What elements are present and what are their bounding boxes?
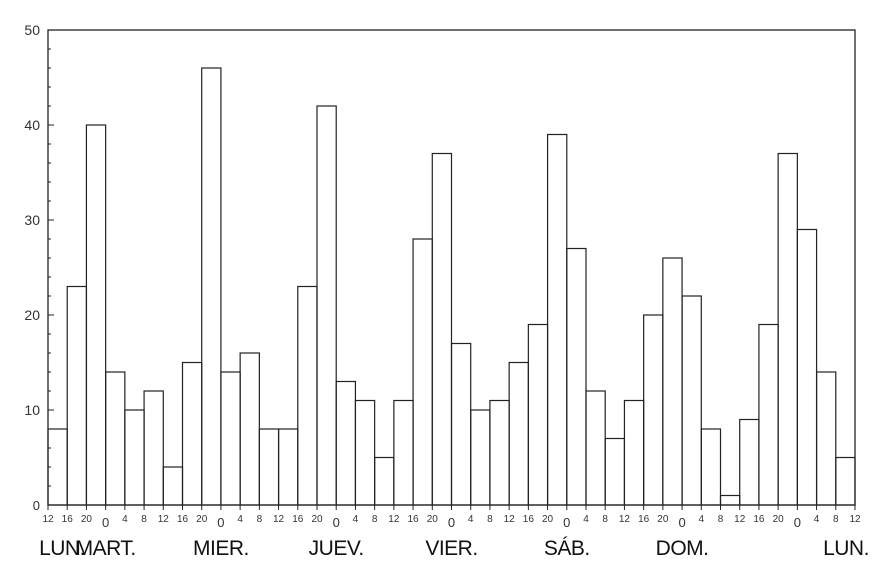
histogram-bar (585, 390, 606, 506)
x-tick-label: 12 (158, 514, 170, 525)
x-tick-label-midnight: 0 (217, 515, 224, 530)
histogram-bar (719, 494, 741, 506)
x-tick-label: 8 (487, 514, 493, 525)
histogram-bar (162, 466, 184, 506)
x-tick-label: 16 (62, 514, 74, 525)
histogram-bar (220, 371, 241, 506)
x-tick-label: 12 (619, 514, 631, 525)
x-tick-label: 12 (42, 514, 54, 525)
x-tick-label: 4 (583, 514, 589, 525)
histogram-bar (796, 228, 818, 506)
x-tick-label: 4 (468, 514, 474, 525)
x-tick-label: 12 (849, 514, 861, 525)
x-tick-label: 20 (427, 514, 439, 525)
histogram-bar (354, 399, 376, 506)
histogram-bar (105, 371, 126, 506)
x-tick-label: 12 (388, 514, 400, 525)
histogram-bar (201, 67, 222, 506)
x-tick-label-midnight: 0 (678, 515, 685, 530)
x-tick-label: 16 (523, 514, 535, 525)
histogram-bar (239, 352, 260, 506)
x-tick-label-midnight: 0 (794, 515, 801, 530)
x-tick-label: 16 (638, 514, 650, 525)
x-tick-label-midnight: 0 (333, 515, 340, 530)
day-label: SÁB. (544, 537, 590, 560)
histogram-bar (66, 285, 88, 506)
y-tick-label: 30 (24, 212, 40, 228)
x-tick-label: 8 (257, 514, 263, 525)
day-label: DOM. (656, 537, 709, 560)
x-tick-label: 16 (408, 514, 420, 525)
x-tick-label: 20 (657, 514, 669, 525)
y-tick-label: 10 (24, 402, 40, 418)
x-tick-label: 20 (311, 514, 323, 525)
histogram-bar (546, 133, 568, 506)
y-tick-label: 40 (24, 117, 40, 133)
histogram-bar (700, 428, 722, 506)
histogram-bar (412, 238, 433, 506)
x-tick-label: 8 (833, 514, 839, 525)
x-tick-label: 8 (602, 514, 608, 525)
x-tick-label: 8 (718, 514, 724, 525)
x-tick-label: 4 (122, 514, 128, 525)
histogram-bar (124, 409, 145, 506)
y-tick-label: 20 (24, 307, 40, 323)
histogram-bar (777, 152, 798, 506)
x-tick-label: 16 (292, 514, 304, 525)
x-tick-label: 16 (177, 514, 189, 525)
histogram-bar (643, 314, 664, 506)
histogram-bar (662, 257, 683, 506)
x-tick-label: 20 (773, 514, 785, 525)
histogram-bar (393, 399, 414, 506)
y-tick-label: 0 (33, 498, 40, 513)
histogram-bar (431, 152, 453, 506)
x-tick-label: 20 (542, 514, 554, 525)
histogram-bar (335, 380, 357, 506)
histogram-bar (181, 361, 203, 506)
day-label: MART. (76, 537, 136, 560)
histogram-bar (277, 428, 299, 506)
x-tick-label: 20 (196, 514, 208, 525)
x-tick-label: 20 (81, 514, 93, 525)
histogram-bar (527, 323, 549, 506)
histogram-bar (815, 371, 837, 506)
histogram-bar (450, 342, 472, 506)
x-tick-label: 12 (504, 514, 516, 525)
histogram-bar (374, 456, 395, 506)
histogram-bar (566, 247, 587, 506)
y-tick-label: 50 (24, 22, 40, 38)
x-tick-label: 4 (814, 514, 820, 525)
histogram-bar (623, 399, 645, 506)
day-label: VIER. (425, 537, 477, 560)
x-tick-label-midnight: 0 (448, 515, 455, 530)
histogram-bar (739, 418, 760, 506)
x-tick-label: 4 (237, 514, 243, 525)
histogram-bar (604, 437, 626, 506)
histogram-bar (470, 409, 491, 506)
x-tick-label-midnight: 0 (102, 515, 109, 530)
day-label: JUEV. (309, 537, 364, 560)
x-tick-label-midnight: 0 (563, 515, 570, 530)
x-tick-label: 4 (353, 514, 359, 525)
histogram-bar (85, 124, 107, 506)
x-tick-label: 8 (372, 514, 378, 525)
day-label: MIER. (193, 537, 249, 560)
x-tick-label: 4 (699, 514, 705, 525)
histogram-bar (297, 285, 318, 506)
day-label: LUN. (823, 537, 869, 560)
day-label: LUN. (39, 537, 85, 560)
histogram-bar (316, 105, 337, 506)
histogram-bar (681, 295, 702, 506)
histogram-bar (143, 390, 164, 506)
histogram-bar (508, 361, 529, 506)
x-tick-label: 12 (734, 514, 746, 525)
histogram-bar (258, 428, 280, 506)
histogram-bar (758, 323, 779, 506)
histogram-bar (489, 399, 510, 506)
x-tick-label: 8 (141, 514, 147, 525)
histogram-bar (835, 456, 856, 506)
x-tick-label: 12 (273, 514, 285, 525)
x-tick-label: 16 (753, 514, 765, 525)
